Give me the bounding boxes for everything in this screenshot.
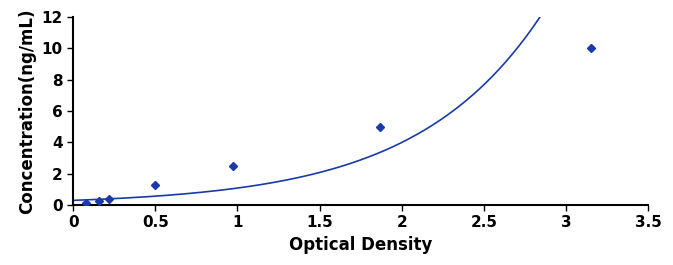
Y-axis label: Concentration(ng/mL): Concentration(ng/mL): [18, 8, 36, 214]
X-axis label: Optical Density: Optical Density: [289, 236, 433, 254]
